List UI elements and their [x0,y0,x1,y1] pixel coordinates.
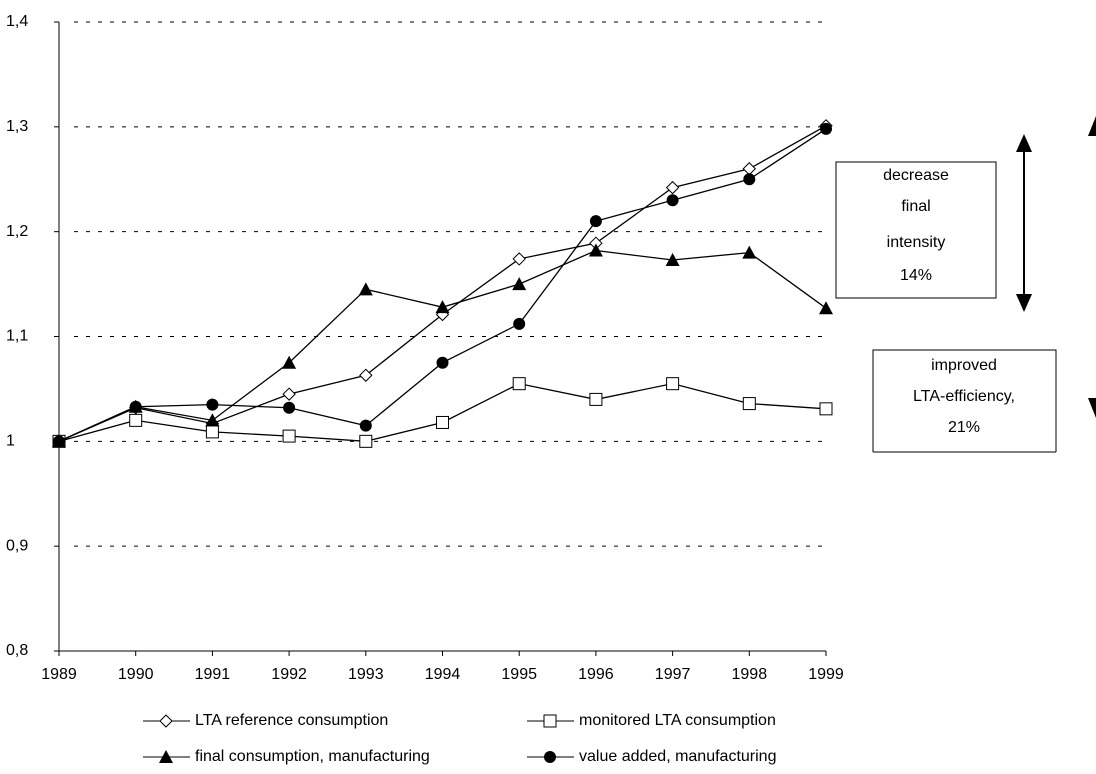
x-tick-label: 1997 [655,666,691,683]
y-tick-label: 1,3 [6,118,28,135]
marker [159,714,173,728]
marker [53,435,65,448]
marker [206,398,219,411]
marker [436,415,449,429]
marker [358,282,373,296]
marker [359,419,372,432]
marker [665,252,680,266]
marker [436,356,449,369]
x-tick-label: 1996 [578,666,614,683]
marker [205,413,220,427]
legend-label: monitored LTA consumption [579,712,776,729]
marker [544,751,556,763]
marker [359,368,373,382]
marker [819,402,833,416]
marker [129,413,143,427]
marker [742,397,756,411]
series-line [58,382,827,442]
marker [282,429,296,443]
legend-label: final consumption, manufacturing [195,748,430,765]
annotation-text: LTA-efficiency, [913,388,1015,405]
marker [742,245,757,259]
marker [512,277,527,291]
x-tick-label: 1994 [425,666,461,683]
marker [359,434,373,448]
annotation-text: decrease [883,167,949,184]
x-tick-label: 1995 [501,666,537,683]
x-tick-label: 1998 [732,666,768,683]
x-tick-label: 1999 [808,666,844,683]
marker [435,300,450,314]
marker [819,301,833,315]
annotation-text: improved [931,357,997,374]
annotation-box [835,161,997,299]
marker [589,215,602,228]
marker [665,180,680,195]
marker [543,714,557,728]
annotation-text: 14% [900,267,932,284]
marker [205,425,219,439]
marker [666,377,680,391]
marker [282,355,297,369]
marker [743,173,756,186]
y-tick-label: 1,4 [6,13,28,30]
x-tick-label: 1989 [41,666,77,683]
legend-label: LTA reference consumption [195,712,388,729]
arrow-head [1088,116,1096,136]
y-tick-label: 1 [6,433,15,450]
marker [282,387,296,401]
y-tick-label: 1,1 [6,328,28,345]
marker [742,162,757,176]
x-tick-label: 1991 [195,666,231,683]
x-tick-label: 1993 [348,666,384,683]
marker [129,400,142,413]
marker [820,122,832,135]
annotation-text: final [901,198,930,215]
marker [588,243,603,257]
series-line [58,249,827,442]
y-tick-label: 1,2 [6,223,28,240]
marker [283,401,296,414]
annotation-box [872,349,1057,452]
series-line [58,128,827,442]
marker [159,750,173,763]
marker [512,252,526,266]
annotation-text: intensity [887,234,946,251]
marker [666,194,679,207]
marker [589,392,603,406]
arrow-head [1016,134,1032,152]
marker [512,377,526,391]
arrow-head [1088,398,1096,418]
y-tick-label: 0,8 [6,642,28,659]
legend-label: value added, manufacturing [579,748,776,765]
x-tick-label: 1990 [118,666,154,683]
y-tick-label: 0,9 [6,537,28,554]
arrow-head [1016,294,1032,312]
marker [513,317,526,330]
annotation-text: 21% [948,419,980,436]
x-tick-label: 1992 [271,666,307,683]
